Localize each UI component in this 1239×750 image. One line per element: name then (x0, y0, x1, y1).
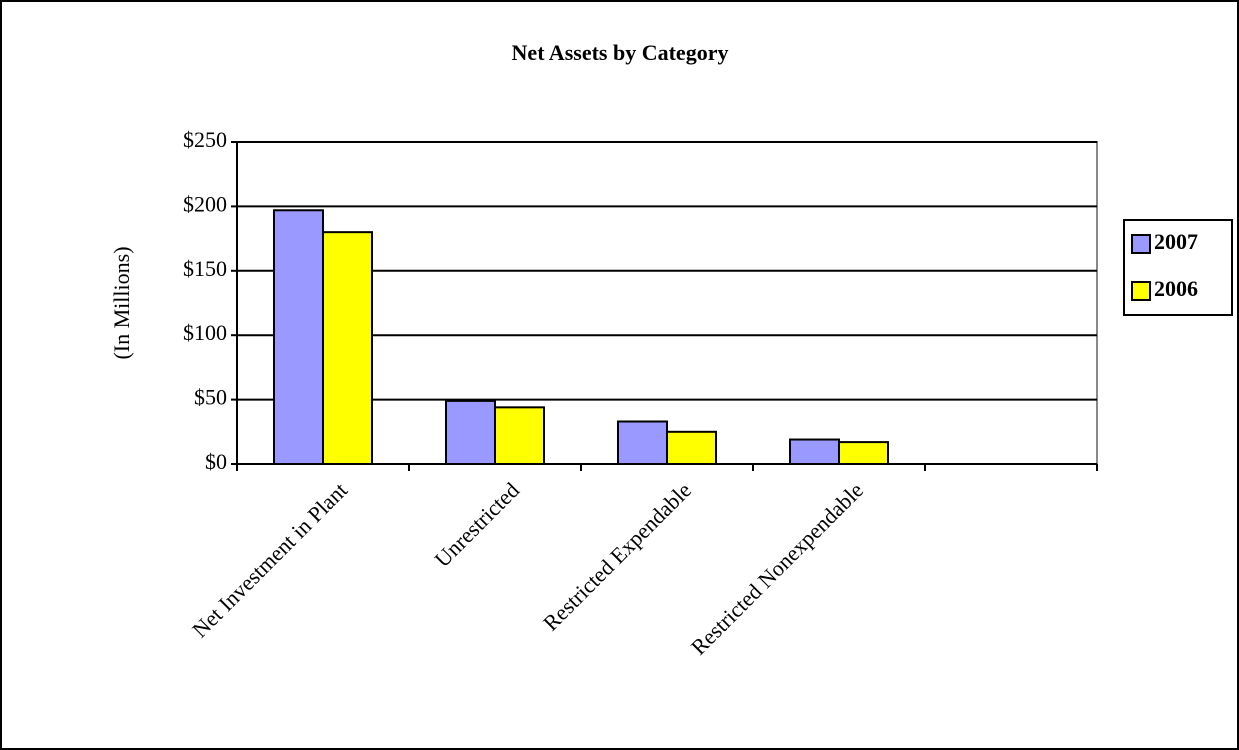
bar (322, 231, 373, 465)
bar (666, 430, 717, 465)
plot-area (236, 141, 1098, 465)
y-tick-label: $150 (183, 256, 227, 281)
bar (273, 209, 324, 465)
legend-label: 2007 (1154, 229, 1198, 254)
y-tick-label: $200 (183, 191, 227, 216)
y-tick-label: $250 (183, 127, 227, 152)
y-axis-label: (In Millions) (109, 246, 134, 359)
bar (617, 420, 668, 466)
y-tick-label: $100 (183, 320, 227, 345)
y-tick-label: $0 (205, 449, 227, 474)
legend-swatch (1131, 281, 1151, 301)
bar (838, 441, 889, 466)
legend-label: 2006 (1154, 276, 1198, 301)
chart-title: Net Assets by Category (512, 40, 729, 65)
bar (789, 438, 840, 466)
bar (494, 406, 545, 466)
bar (445, 399, 496, 465)
y-tick-label: $50 (194, 385, 227, 410)
legend-swatch (1131, 234, 1151, 254)
